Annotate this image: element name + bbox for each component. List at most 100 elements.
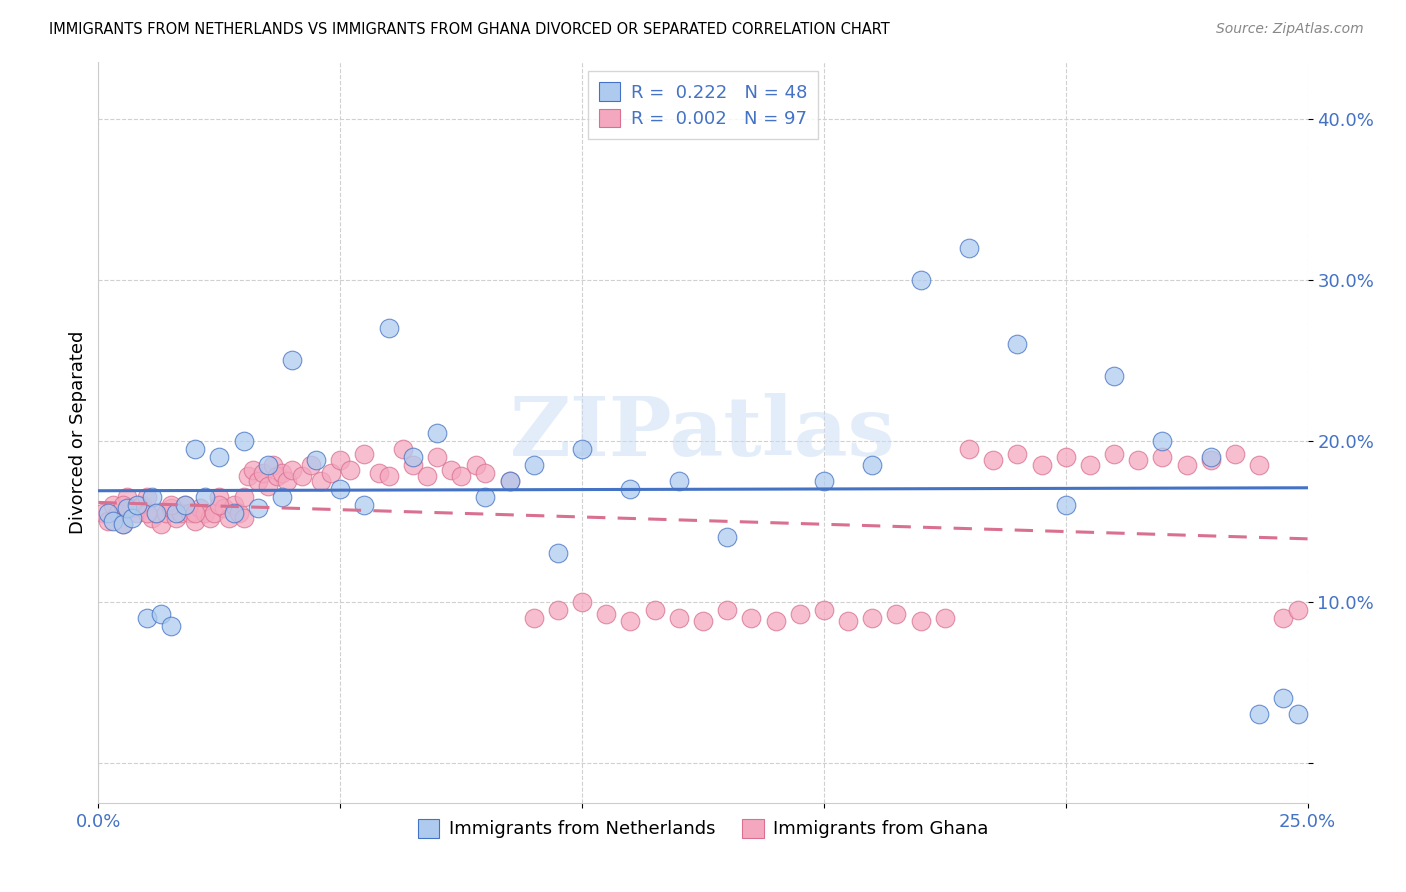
Point <box>107 506 129 520</box>
Point <box>198 511 221 525</box>
Point <box>111 517 134 532</box>
Point <box>179 506 201 520</box>
Point <box>266 469 288 483</box>
Point <box>222 498 245 512</box>
Point <box>619 482 641 496</box>
Point <box>1078 458 1101 472</box>
Point <box>377 321 399 335</box>
Point <box>464 458 486 472</box>
Legend: Immigrants from Netherlands, Immigrants from Ghana: Immigrants from Netherlands, Immigrants … <box>411 812 995 846</box>
Point <box>740 610 762 624</box>
Point <box>184 514 207 528</box>
Point <box>276 474 298 488</box>
Point <box>141 511 163 525</box>
Point <box>886 607 908 622</box>
Point <box>571 594 593 608</box>
Point <box>402 458 425 472</box>
Point <box>101 514 124 528</box>
Point <box>305 453 328 467</box>
Point <box>188 501 211 516</box>
Point <box>204 506 226 520</box>
Point <box>281 353 304 368</box>
Text: IMMIGRANTS FROM NETHERLANDS VS IMMIGRANTS FROM GHANA DIVORCED OR SEPARATED CORRE: IMMIGRANTS FROM NETHERLANDS VS IMMIGRANT… <box>49 22 890 37</box>
Point <box>1249 707 1271 722</box>
Point <box>184 442 207 456</box>
Point <box>194 506 217 520</box>
Point <box>1152 450 1174 464</box>
Point <box>1272 610 1295 624</box>
Point <box>150 607 173 622</box>
Point <box>271 466 294 480</box>
Point <box>135 610 157 624</box>
Point <box>232 511 254 525</box>
Point <box>232 490 254 504</box>
Point <box>813 602 835 616</box>
Point <box>368 466 391 480</box>
Point <box>127 506 149 520</box>
Point <box>668 610 690 624</box>
Point <box>145 506 167 520</box>
Point <box>523 458 546 472</box>
Point <box>135 490 157 504</box>
Point <box>194 490 217 504</box>
Point <box>165 511 187 525</box>
Point <box>262 458 284 472</box>
Point <box>547 602 569 616</box>
Text: Source: ZipAtlas.com: Source: ZipAtlas.com <box>1216 22 1364 37</box>
Point <box>1102 369 1125 384</box>
Point <box>309 474 332 488</box>
Point <box>111 517 134 532</box>
Point <box>319 466 342 480</box>
Point <box>121 511 143 525</box>
Point <box>208 490 231 504</box>
Point <box>426 450 449 464</box>
Point <box>174 498 197 512</box>
Point <box>1007 337 1029 351</box>
Point <box>1128 453 1150 467</box>
Point <box>1152 434 1174 448</box>
Point <box>957 240 980 254</box>
Point <box>934 610 956 624</box>
Point <box>377 469 399 483</box>
Point <box>547 546 569 560</box>
Point <box>392 442 415 456</box>
Point <box>117 490 139 504</box>
Point <box>101 498 124 512</box>
Point <box>160 498 183 512</box>
Point <box>242 462 264 476</box>
Point <box>426 425 449 440</box>
Point <box>121 501 143 516</box>
Point <box>1007 446 1029 460</box>
Point <box>339 462 361 476</box>
Point <box>117 501 139 516</box>
Point <box>1031 458 1053 472</box>
Point <box>1175 458 1198 472</box>
Point <box>174 498 197 512</box>
Point <box>813 474 835 488</box>
Point <box>208 450 231 464</box>
Point <box>329 453 352 467</box>
Point <box>716 602 738 616</box>
Point <box>290 469 312 483</box>
Point <box>498 474 520 488</box>
Point <box>131 498 153 512</box>
Point <box>498 474 520 488</box>
Point <box>91 506 114 520</box>
Point <box>789 607 811 622</box>
Point <box>353 446 375 460</box>
Point <box>271 490 294 504</box>
Point <box>765 614 787 628</box>
Point <box>981 453 1004 467</box>
Point <box>135 506 157 520</box>
Point <box>232 434 254 448</box>
Point <box>1199 450 1222 464</box>
Point <box>155 506 177 520</box>
Point <box>957 442 980 456</box>
Point <box>474 466 496 480</box>
Point <box>1223 446 1246 460</box>
Point <box>595 607 617 622</box>
Point <box>474 490 496 504</box>
Point <box>571 442 593 456</box>
Point <box>256 458 278 472</box>
Point <box>247 501 270 516</box>
